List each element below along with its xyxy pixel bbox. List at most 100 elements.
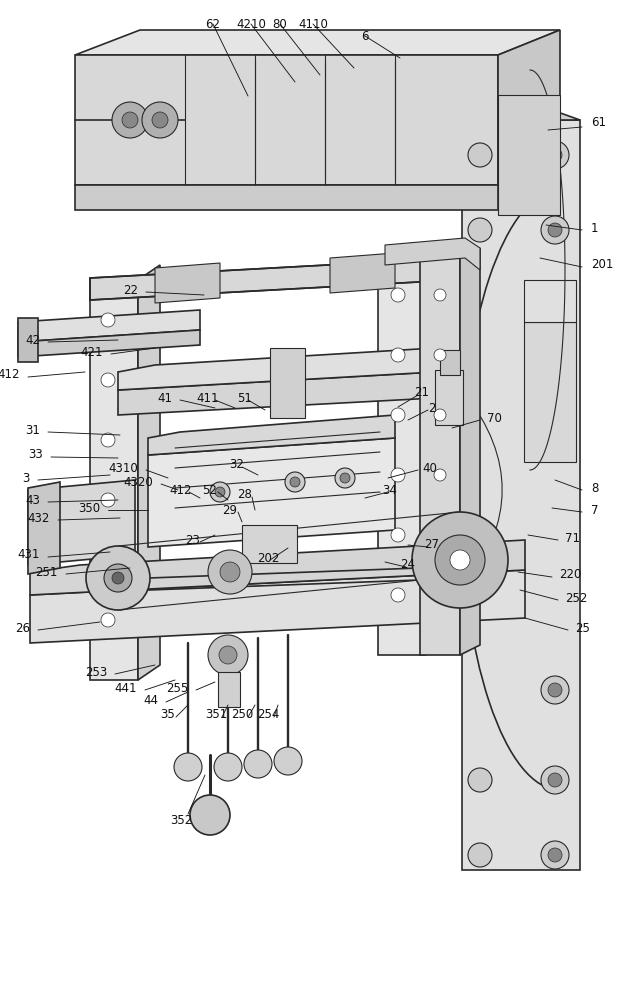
Circle shape bbox=[548, 683, 562, 697]
Circle shape bbox=[548, 773, 562, 787]
Circle shape bbox=[122, 112, 138, 128]
Circle shape bbox=[541, 216, 569, 244]
Text: 6: 6 bbox=[361, 30, 369, 43]
Circle shape bbox=[541, 841, 569, 869]
Circle shape bbox=[434, 469, 446, 481]
Polygon shape bbox=[18, 310, 200, 342]
Text: 253: 253 bbox=[85, 666, 107, 678]
Text: 22: 22 bbox=[123, 284, 138, 296]
Text: 252: 252 bbox=[565, 591, 587, 604]
Circle shape bbox=[219, 646, 237, 664]
Polygon shape bbox=[28, 482, 60, 574]
Circle shape bbox=[112, 572, 124, 584]
Text: 411: 411 bbox=[197, 391, 219, 404]
Polygon shape bbox=[30, 570, 525, 643]
Circle shape bbox=[101, 433, 115, 447]
Text: 29: 29 bbox=[222, 504, 238, 516]
Circle shape bbox=[215, 487, 225, 497]
Circle shape bbox=[434, 349, 446, 361]
Polygon shape bbox=[378, 255, 425, 655]
Text: 40: 40 bbox=[422, 462, 437, 475]
Circle shape bbox=[468, 218, 492, 242]
Text: 26: 26 bbox=[15, 621, 30, 635]
Text: 220: 220 bbox=[559, 568, 581, 582]
Circle shape bbox=[152, 112, 168, 128]
Circle shape bbox=[210, 482, 230, 502]
Circle shape bbox=[548, 148, 562, 162]
Circle shape bbox=[391, 588, 405, 602]
Circle shape bbox=[391, 528, 405, 542]
Circle shape bbox=[101, 553, 115, 567]
Circle shape bbox=[434, 409, 446, 421]
Circle shape bbox=[174, 753, 202, 781]
Polygon shape bbox=[18, 330, 200, 357]
Polygon shape bbox=[138, 265, 160, 680]
Text: 352: 352 bbox=[170, 814, 192, 826]
Text: 412: 412 bbox=[0, 368, 20, 381]
Bar bbox=[242, 525, 297, 563]
Circle shape bbox=[142, 102, 178, 138]
Bar bbox=[524, 322, 576, 462]
Text: 71: 71 bbox=[565, 532, 580, 544]
Text: 441: 441 bbox=[115, 682, 137, 694]
Circle shape bbox=[220, 562, 240, 582]
Polygon shape bbox=[425, 240, 455, 655]
Circle shape bbox=[86, 546, 150, 610]
Text: 21: 21 bbox=[415, 386, 430, 399]
Text: 35: 35 bbox=[160, 708, 175, 722]
Polygon shape bbox=[90, 280, 138, 680]
Circle shape bbox=[541, 141, 569, 169]
Text: 80: 80 bbox=[272, 18, 287, 31]
Polygon shape bbox=[390, 95, 580, 120]
Text: 51: 51 bbox=[238, 391, 253, 404]
Text: 62: 62 bbox=[206, 18, 220, 31]
Text: 23: 23 bbox=[186, 534, 201, 546]
Text: 1: 1 bbox=[591, 222, 599, 234]
Polygon shape bbox=[75, 55, 498, 185]
Text: 202: 202 bbox=[257, 552, 279, 564]
Circle shape bbox=[391, 408, 405, 422]
Text: 3: 3 bbox=[23, 472, 30, 485]
Text: 351: 351 bbox=[205, 708, 227, 722]
Bar bbox=[435, 370, 463, 425]
Circle shape bbox=[208, 550, 252, 594]
Polygon shape bbox=[30, 540, 525, 595]
Text: 350: 350 bbox=[78, 502, 100, 514]
Circle shape bbox=[391, 288, 405, 302]
Circle shape bbox=[434, 529, 446, 541]
Text: 251: 251 bbox=[36, 566, 58, 578]
Text: 432: 432 bbox=[28, 512, 50, 524]
Circle shape bbox=[434, 589, 446, 601]
Circle shape bbox=[244, 750, 272, 778]
Circle shape bbox=[340, 473, 350, 483]
Polygon shape bbox=[385, 238, 480, 270]
Polygon shape bbox=[330, 253, 395, 293]
Text: 70: 70 bbox=[487, 412, 502, 424]
Circle shape bbox=[104, 564, 132, 592]
Circle shape bbox=[190, 795, 230, 835]
Bar bbox=[218, 672, 240, 707]
Circle shape bbox=[391, 348, 405, 362]
Circle shape bbox=[335, 468, 355, 488]
Text: 421: 421 bbox=[80, 346, 103, 359]
Circle shape bbox=[541, 676, 569, 704]
Text: 42: 42 bbox=[25, 334, 40, 347]
Text: 31: 31 bbox=[25, 424, 40, 436]
Polygon shape bbox=[420, 258, 460, 655]
Text: 33: 33 bbox=[28, 448, 43, 462]
Text: 4310: 4310 bbox=[108, 462, 138, 475]
Circle shape bbox=[541, 766, 569, 794]
Text: 25: 25 bbox=[575, 621, 590, 635]
Polygon shape bbox=[75, 30, 560, 55]
Text: 255: 255 bbox=[166, 682, 188, 694]
Circle shape bbox=[274, 747, 302, 775]
Text: 7: 7 bbox=[591, 504, 599, 516]
Text: 28: 28 bbox=[238, 488, 253, 502]
Text: 24: 24 bbox=[400, 558, 415, 572]
Polygon shape bbox=[118, 348, 435, 390]
Text: 27: 27 bbox=[425, 538, 439, 552]
Text: 34: 34 bbox=[383, 484, 397, 496]
Circle shape bbox=[285, 472, 305, 492]
Text: 61: 61 bbox=[591, 116, 606, 129]
Circle shape bbox=[208, 635, 248, 675]
